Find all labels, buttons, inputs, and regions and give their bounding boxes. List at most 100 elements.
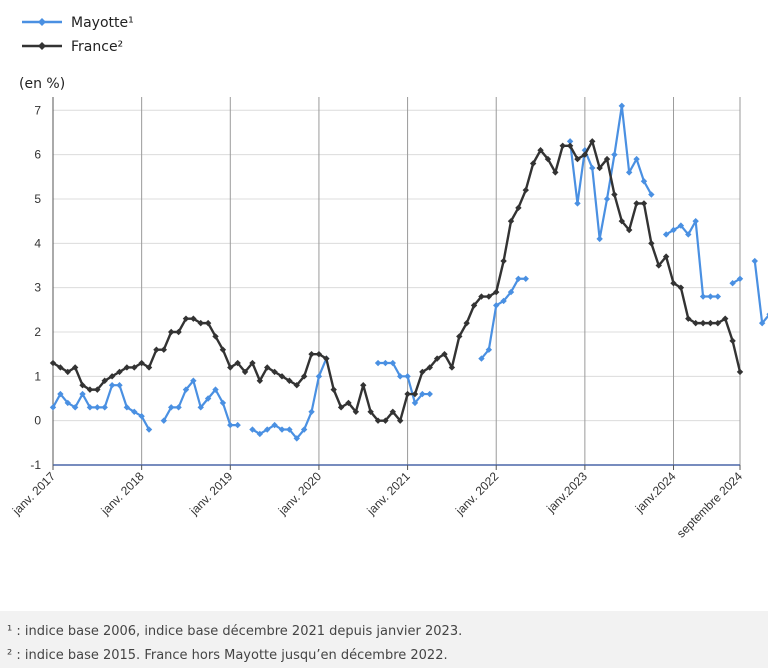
data-point — [685, 231, 692, 238]
data-point — [234, 421, 241, 429]
x-tick-label: janv. 2022 — [452, 469, 501, 518]
data-point — [670, 280, 677, 287]
y-tick-label: 4 — [34, 236, 41, 250]
data-point — [758, 319, 766, 327]
data-point — [552, 169, 559, 176]
data-point — [596, 164, 603, 172]
data-point — [419, 390, 426, 398]
data-point — [448, 364, 456, 371]
data-point — [493, 302, 500, 309]
data-point — [352, 408, 360, 415]
data-point — [404, 390, 411, 398]
data-point — [131, 408, 138, 415]
data-point — [640, 200, 648, 207]
data-point — [330, 386, 337, 393]
series-line — [753, 260, 768, 325]
data-point — [478, 355, 485, 362]
data-point — [714, 319, 722, 327]
series-line — [162, 379, 238, 427]
data-point — [640, 178, 648, 185]
data-point — [433, 355, 441, 362]
y-tick-label: 0 — [34, 414, 41, 428]
data-point — [633, 155, 640, 163]
data-point — [212, 333, 219, 340]
data-point — [264, 364, 271, 371]
data-point — [404, 373, 411, 380]
data-point — [478, 293, 485, 300]
data-point — [500, 257, 507, 265]
data-point — [596, 235, 603, 243]
data-point — [751, 257, 758, 265]
data-point — [537, 147, 544, 154]
data-point — [662, 231, 670, 238]
data-point — [566, 138, 574, 145]
data-point — [574, 200, 581, 207]
legend-label: France² — [71, 39, 123, 55]
data-point — [204, 395, 212, 402]
data-point — [389, 359, 397, 367]
data-point — [182, 386, 190, 393]
x-tick-label: janv. 2017 — [9, 469, 58, 518]
series-line — [378, 361, 430, 405]
data-point — [71, 364, 79, 371]
y-axis-label: (en %) — [19, 76, 65, 92]
legend-marker — [38, 42, 46, 50]
data-point — [49, 359, 57, 367]
data-point — [64, 368, 71, 376]
series-line — [480, 277, 526, 360]
data-point — [160, 346, 168, 353]
legend-marker — [38, 18, 46, 26]
data-point — [131, 364, 138, 371]
data-point — [219, 399, 227, 407]
data-point — [736, 368, 744, 376]
data-point — [574, 155, 581, 163]
y-tick-label: 7 — [34, 103, 41, 117]
data-point — [86, 386, 94, 393]
data-point — [101, 377, 108, 384]
data-point — [153, 346, 160, 353]
data-point — [219, 346, 227, 353]
data-point — [360, 381, 367, 389]
data-point — [529, 160, 537, 167]
data-point — [618, 102, 626, 110]
data-point — [249, 426, 256, 433]
y-tick-label: -1 — [30, 458, 41, 472]
x-tick-label: janv. 2019 — [186, 469, 235, 518]
data-point — [419, 368, 426, 376]
data-point — [79, 381, 86, 389]
data-point — [589, 138, 596, 145]
data-point — [160, 417, 168, 424]
data-point — [138, 413, 145, 420]
data-point — [522, 186, 529, 194]
data-point — [692, 319, 699, 327]
data-point — [227, 364, 234, 371]
y-tick-label: 1 — [34, 369, 41, 383]
data-point — [485, 346, 493, 353]
data-point — [57, 364, 64, 371]
data-point — [507, 217, 515, 225]
footnotes: ¹ : indice base 2006, indice base décemb… — [7, 620, 462, 668]
data-point — [286, 377, 293, 384]
data-point — [692, 217, 699, 225]
data-point — [256, 430, 264, 438]
x-tick-label: septembre 2024 — [674, 469, 745, 540]
series-line — [52, 384, 150, 431]
data-point — [57, 390, 64, 398]
data-point — [345, 399, 352, 407]
data-point — [300, 426, 308, 433]
data-point — [197, 404, 204, 411]
data-point — [234, 359, 241, 367]
data-point — [515, 275, 522, 282]
data-point — [670, 226, 677, 234]
data-point — [123, 404, 131, 411]
data-point — [411, 390, 419, 398]
y-tick-label: 3 — [34, 281, 41, 295]
data-point — [227, 421, 234, 429]
data-point — [662, 253, 670, 260]
y-tick-label: 5 — [34, 192, 41, 206]
data-point — [648, 240, 655, 247]
data-point — [108, 373, 116, 380]
data-point — [101, 404, 108, 411]
data-point — [204, 319, 212, 327]
data-point — [308, 350, 315, 358]
